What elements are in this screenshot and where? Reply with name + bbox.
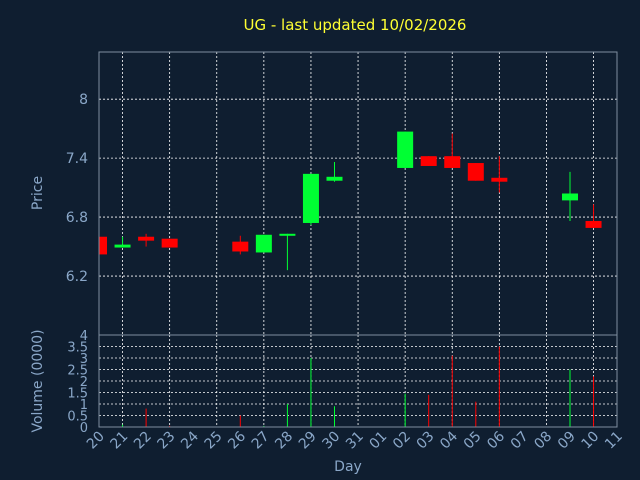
x-tick-label: 11 [602, 429, 626, 453]
candle-body [138, 236, 155, 241]
x-tick-label: 24 [178, 428, 202, 452]
price-tick-label: 6.8 [66, 210, 88, 226]
x-tick-label: 05 [461, 429, 485, 453]
x-tick-label: 28 [272, 429, 296, 453]
volume-grid [99, 334, 617, 428]
volume-bars [122, 346, 595, 427]
volume-tick-label: 1 [80, 398, 88, 413]
candle-body [467, 163, 484, 181]
candle-body [491, 177, 508, 182]
x-tick-label: 07 [508, 429, 532, 453]
volume-tick-label: 2.5 [67, 364, 88, 379]
x-tick-label: 01 [367, 429, 391, 453]
x-tick-label: 02 [390, 429, 414, 453]
price-tick-label: 6.2 [66, 269, 88, 285]
x-tick-label: 08 [531, 429, 555, 453]
candle-body [397, 131, 414, 168]
chart-title: UG - last updated 10/02/2026 [244, 16, 467, 34]
volume-tick-label: 0 [80, 421, 88, 436]
candle-body [114, 244, 131, 248]
x-axis-label: Day [334, 459, 362, 475]
candle-body [326, 176, 343, 181]
candles [98, 131, 602, 271]
x-tick-label: 21 [107, 429, 131, 453]
x-tick-label: 29 [296, 429, 320, 453]
price-axis-label: Price [30, 176, 46, 210]
x-tick-label: 04 [437, 428, 461, 452]
x-tick-label: 30 [319, 429, 343, 453]
volume-tick-label: 2 [80, 375, 88, 390]
x-tick-label: 09 [555, 429, 579, 453]
price-y-ticks: 8 7.4 6.8 6.2 [66, 92, 88, 285]
candle-body [585, 221, 602, 228]
volume-tick-label: 3.5 [67, 341, 88, 356]
x-tick-label: 25 [202, 429, 226, 453]
volume-tick-label: 3 [80, 352, 88, 367]
candle-body [232, 241, 249, 252]
x-tick-label: 10 [578, 429, 602, 453]
price-tick-label: 8 [79, 92, 88, 108]
price-tick-label: 7.4 [66, 151, 88, 167]
candle-body [420, 156, 437, 166]
x-tick-label: 03 [414, 429, 438, 453]
candle-body [99, 236, 107, 255]
price-grid [99, 52, 617, 335]
x-ticks: 20 21 22 23 24 25 26 27 28 29 30 31 01 02 03 04 05 06 07 08… [84, 428, 626, 452]
volume-tick-label: 4 [80, 329, 88, 344]
x-tick-label: 22 [131, 429, 155, 453]
volume-panel-frame [98, 334, 618, 428]
candle-body [255, 234, 272, 253]
candle-body [562, 193, 578, 201]
x-tick-label: 06 [484, 428, 508, 452]
x-tick-label: 31 [343, 429, 367, 453]
candle-body [444, 156, 461, 168]
x-tick-label: 27 [249, 429, 273, 453]
x-tick-label: 26 [225, 428, 249, 452]
x-tick-label: 23 [155, 429, 179, 453]
candle-body [279, 233, 296, 236]
volume-y-ticks: 43.532.521.510.50 [67, 329, 88, 436]
candle-body [161, 238, 178, 248]
volume-tick-label: 1.5 [67, 387, 88, 402]
panel-frames [98, 51, 618, 428]
volume-tick-label: 0.5 [67, 410, 88, 425]
volume-axis-label: Volume (0000) [30, 329, 46, 432]
candle-body [302, 173, 319, 223]
